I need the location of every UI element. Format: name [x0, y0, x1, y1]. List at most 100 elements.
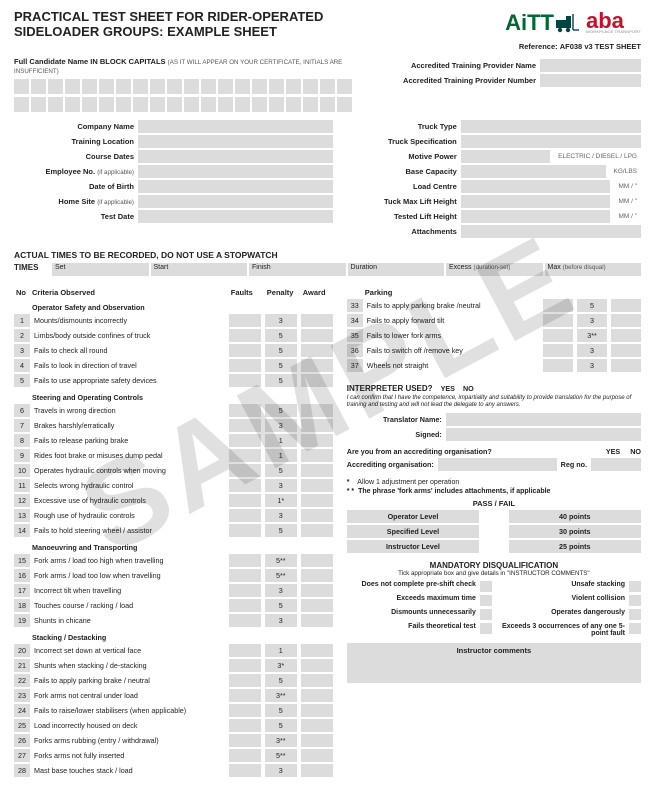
- award-cell[interactable]: [301, 599, 333, 612]
- mand-label: Violent collision: [496, 595, 625, 606]
- mand-check[interactable]: [629, 623, 641, 634]
- faults-cell[interactable]: [229, 314, 261, 327]
- field-input[interactable]: [461, 180, 611, 193]
- mand-check[interactable]: [480, 623, 492, 634]
- faults-cell[interactable]: [229, 359, 261, 372]
- award-cell[interactable]: [611, 314, 641, 327]
- faults-cell[interactable]: [229, 434, 261, 447]
- award-cell[interactable]: [301, 689, 333, 702]
- award-cell[interactable]: [301, 344, 333, 357]
- faults-cell[interactable]: [229, 614, 261, 627]
- field-input[interactable]: [461, 210, 611, 223]
- award-cell[interactable]: [611, 344, 641, 357]
- translator-signed-input[interactable]: [446, 428, 641, 441]
- faults-cell[interactable]: [229, 464, 261, 477]
- faults-cell[interactable]: [229, 674, 261, 687]
- award-cell[interactable]: [301, 674, 333, 687]
- field-input[interactable]: [540, 74, 641, 87]
- faults-cell[interactable]: [229, 404, 261, 417]
- award-cell[interactable]: [301, 479, 333, 492]
- field-input[interactable]: [138, 195, 333, 208]
- award-cell[interactable]: [301, 374, 333, 387]
- award-cell[interactable]: [301, 764, 333, 777]
- field-input[interactable]: [461, 225, 641, 238]
- field-input[interactable]: [138, 120, 333, 133]
- faults-cell[interactable]: [229, 704, 261, 717]
- field-input[interactable]: [138, 135, 333, 148]
- faults-cell[interactable]: [229, 719, 261, 732]
- accred-org-input[interactable]: [438, 458, 557, 471]
- faults-cell[interactable]: [229, 479, 261, 492]
- faults-cell[interactable]: [229, 374, 261, 387]
- field-input[interactable]: [138, 165, 333, 178]
- mand-check[interactable]: [480, 609, 492, 620]
- faults-cell[interactable]: [229, 554, 261, 567]
- field-input[interactable]: [138, 180, 333, 193]
- award-cell[interactable]: [301, 359, 333, 372]
- faults-cell[interactable]: [229, 569, 261, 582]
- award-cell[interactable]: [301, 749, 333, 762]
- award-cell[interactable]: [611, 329, 641, 342]
- faults-cell[interactable]: [229, 494, 261, 507]
- faults-cell[interactable]: [229, 344, 261, 357]
- faults-cell[interactable]: [543, 329, 573, 342]
- penalty-cell: 3: [265, 314, 297, 327]
- faults-cell[interactable]: [229, 599, 261, 612]
- award-cell[interactable]: [301, 584, 333, 597]
- faults-cell[interactable]: [229, 659, 261, 672]
- faults-cell[interactable]: [229, 449, 261, 462]
- award-cell[interactable]: [611, 299, 641, 312]
- award-cell[interactable]: [301, 569, 333, 582]
- award-cell[interactable]: [301, 509, 333, 522]
- translator-name-input[interactable]: [446, 413, 641, 426]
- award-cell[interactable]: [301, 524, 333, 537]
- field-input[interactable]: [138, 210, 333, 223]
- faults-cell[interactable]: [543, 314, 573, 327]
- award-cell[interactable]: [301, 464, 333, 477]
- award-cell[interactable]: [301, 314, 333, 327]
- regno-input[interactable]: [591, 458, 641, 471]
- field-input[interactable]: [461, 165, 606, 178]
- award-cell[interactable]: [611, 359, 641, 372]
- faults-cell[interactable]: [543, 344, 573, 357]
- award-cell[interactable]: [301, 449, 333, 462]
- mand-check[interactable]: [480, 581, 492, 592]
- mand-check[interactable]: [629, 609, 641, 620]
- award-cell[interactable]: [301, 644, 333, 657]
- award-cell[interactable]: [301, 704, 333, 717]
- field-input[interactable]: [138, 150, 333, 163]
- faults-cell[interactable]: [543, 359, 573, 372]
- award-cell[interactable]: [301, 404, 333, 417]
- faults-cell[interactable]: [229, 509, 261, 522]
- award-cell[interactable]: [301, 419, 333, 432]
- faults-cell[interactable]: [229, 749, 261, 762]
- faults-cell[interactable]: [229, 644, 261, 657]
- faults-cell[interactable]: [229, 419, 261, 432]
- faults-cell[interactable]: [543, 299, 573, 312]
- fullname-row2[interactable]: [14, 97, 352, 112]
- field-input[interactable]: [461, 120, 641, 133]
- mand-check[interactable]: [480, 595, 492, 606]
- field-input[interactable]: [461, 195, 611, 208]
- faults-cell[interactable]: [229, 329, 261, 342]
- faults-cell[interactable]: [229, 689, 261, 702]
- fullname-row1[interactable]: [14, 79, 352, 94]
- award-cell[interactable]: [301, 329, 333, 342]
- mand-check[interactable]: [629, 581, 641, 592]
- field-input[interactable]: [461, 150, 550, 163]
- faults-cell[interactable]: [229, 524, 261, 537]
- award-cell[interactable]: [301, 659, 333, 672]
- faults-cell[interactable]: [229, 734, 261, 747]
- award-cell[interactable]: [301, 719, 333, 732]
- faults-cell[interactable]: [229, 584, 261, 597]
- award-cell[interactable]: [301, 734, 333, 747]
- field-input[interactable]: [461, 135, 641, 148]
- instructor-comments[interactable]: Instructor comments: [347, 643, 641, 683]
- mand-check[interactable]: [629, 595, 641, 606]
- award-cell[interactable]: [301, 434, 333, 447]
- faults-cell[interactable]: [229, 764, 261, 777]
- field-input[interactable]: [540, 59, 641, 72]
- award-cell[interactable]: [301, 614, 333, 627]
- award-cell[interactable]: [301, 554, 333, 567]
- award-cell[interactable]: [301, 494, 333, 507]
